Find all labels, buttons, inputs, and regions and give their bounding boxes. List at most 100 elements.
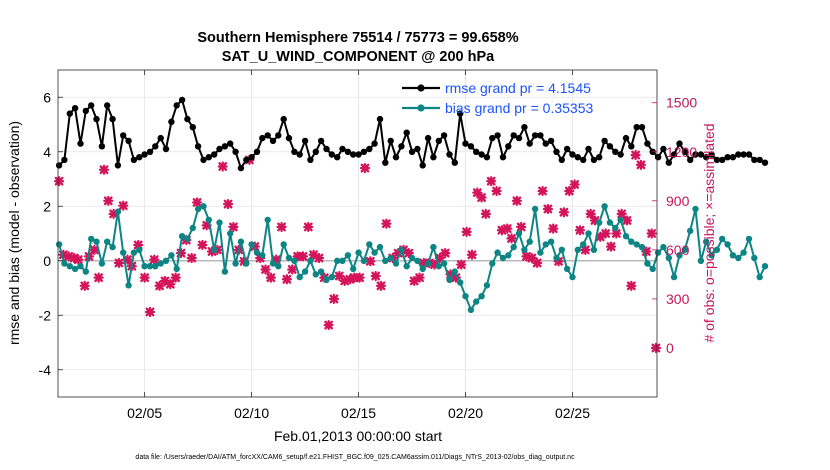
rmse-point <box>601 137 608 145</box>
bias-point <box>205 216 212 224</box>
bias-point <box>531 205 539 213</box>
bias-point <box>451 268 458 275</box>
rmse-point <box>440 132 448 139</box>
bias-point <box>392 260 400 267</box>
rmse-point <box>387 137 394 145</box>
rmse-point <box>665 159 672 166</box>
obs-count-marker <box>365 256 376 267</box>
bias-point <box>216 219 223 226</box>
rmse-point <box>419 162 426 169</box>
bias-point <box>622 233 630 240</box>
rmse-point <box>360 148 368 155</box>
rmse-point <box>585 145 592 153</box>
bias-point <box>77 263 84 270</box>
rmse-point <box>451 159 458 166</box>
rmse-point <box>697 151 705 158</box>
bias-point <box>339 257 346 264</box>
rmse-point <box>248 154 255 161</box>
bias-point <box>173 265 180 273</box>
bias-point <box>403 263 410 270</box>
rmse-point <box>398 143 405 150</box>
bias-point <box>291 257 298 264</box>
obs-count-marker <box>260 264 271 275</box>
bias-point <box>719 235 726 243</box>
obs-count-marker <box>79 280 90 291</box>
bias-point <box>585 230 592 237</box>
rmse-point <box>120 132 127 139</box>
rmse-point <box>344 148 352 155</box>
bias-point <box>569 273 576 281</box>
rmse-point <box>275 132 282 139</box>
rmse-point <box>243 156 250 164</box>
rmse-point <box>82 107 90 115</box>
obs-count-marker <box>323 319 334 331</box>
obs-count-marker <box>265 272 276 283</box>
rmse-point <box>403 129 410 136</box>
obs-count-marker <box>414 272 425 283</box>
bias-point <box>189 224 196 232</box>
bias-point <box>253 249 261 256</box>
bias-point <box>317 268 325 275</box>
obs-count-marker <box>287 264 298 275</box>
y-axis-right-label: # of obs: o=possible; ×=assimilated <box>701 123 717 342</box>
obs-count-marker <box>103 195 114 206</box>
rmse-point <box>526 140 533 147</box>
obs-count-marker <box>359 163 371 174</box>
obs-count-marker <box>328 293 340 304</box>
bias-point <box>323 276 330 283</box>
y-left-tick-label: 2 <box>43 198 51 214</box>
bias-point <box>681 246 688 253</box>
rmse-point <box>61 156 68 164</box>
obs-count-marker <box>113 257 125 269</box>
bias-point <box>558 246 565 253</box>
y-right-tick-label: 1200 <box>666 144 697 160</box>
rmse-point <box>457 110 464 117</box>
bias-point <box>55 241 63 248</box>
rmse-point <box>574 154 581 161</box>
rmse-point <box>660 145 667 153</box>
bias-point <box>130 249 138 256</box>
bias-point <box>633 241 640 248</box>
obs-count-marker <box>574 225 586 236</box>
bias-point <box>146 263 154 270</box>
bias-point <box>88 235 95 243</box>
rmse-point <box>312 148 319 155</box>
rmse-point <box>366 145 373 153</box>
bias-point <box>104 238 111 245</box>
bias-point <box>227 230 234 237</box>
obs-count-marker <box>165 279 176 290</box>
rmse-point <box>173 102 180 109</box>
rmse-point <box>531 132 539 139</box>
rmse-point <box>162 145 170 153</box>
bias-point <box>547 238 555 245</box>
obs-count-marker <box>139 272 150 283</box>
rmse-point <box>194 143 202 150</box>
rmse-point <box>136 154 143 161</box>
rmse-point <box>93 115 100 123</box>
obs-count-marker <box>456 259 467 270</box>
y-right-tick-label: 600 <box>666 242 690 258</box>
rmse-point <box>676 140 683 147</box>
bias-point <box>109 243 116 251</box>
rmse-point <box>104 102 111 109</box>
bias-point <box>237 238 245 245</box>
bias-point <box>697 257 705 264</box>
bias-point <box>670 273 678 281</box>
rmse-point <box>382 159 389 166</box>
rmse-point <box>617 151 624 158</box>
rmse-point <box>670 151 678 158</box>
obs-count-marker <box>217 161 228 172</box>
obs-count-marker <box>486 176 497 187</box>
obs-count-marker <box>616 208 627 219</box>
x-tick-label: 02/15 <box>341 405 376 421</box>
bias-point <box>157 260 164 267</box>
rmse-point <box>264 132 271 139</box>
obs-count-marker <box>303 221 314 233</box>
rmse-point <box>622 134 630 142</box>
bias-point <box>424 260 432 267</box>
obs-count-marker <box>564 185 575 197</box>
bias-point <box>264 216 271 224</box>
bias-point <box>510 243 517 251</box>
bias-point <box>184 235 191 243</box>
y-right-tick-label: 1500 <box>666 95 697 111</box>
